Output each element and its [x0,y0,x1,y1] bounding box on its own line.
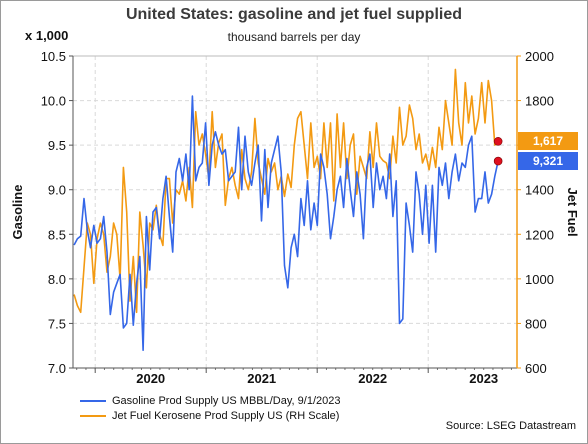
right-tick-label: 1800 [525,94,554,109]
chart-subtitle: thousand barrels per day [227,30,361,44]
right-tick-label: 1400 [525,183,554,198]
left-tick-label: 9.5 [48,138,66,153]
left-tick-label: 10.5 [41,49,66,64]
series-layer [73,68,503,351]
source-note: Source: LSEG Datastream [445,420,576,432]
chart-title: United States: gasoline and jet fuel sup… [125,6,463,23]
left-tick-label: 8.0 [48,272,66,287]
x-tick-label: 2022 [358,371,387,386]
legend: Gasoline Prod Supply US MBBL/Day, 9/1/20… [80,393,340,423]
left-tick-label: 7.0 [48,361,66,376]
left-tick-label: 10.0 [41,94,66,109]
legend-label-gasoline: Gasoline Prod Supply US MBBL/Day, 9/1/20… [112,394,341,407]
tick-labels: 7.0 7.5 8.0 8.5 9.0 9.5 10.0 10.5 600 800 1000 1200… [10,49,580,386]
right-tick-label: 600 [525,361,547,376]
left-tick-label: 8.5 [48,227,66,242]
right-tick-label: 1200 [525,227,554,242]
jet-last-point-marker [493,137,503,146]
right-axis-title: Jet Fuel [565,187,580,236]
legend-label-jet: Jet Fuel Kerosene Prod Supply US (RH Sca… [112,409,340,422]
right-tick-label: 2000 [525,49,554,64]
unit-label: x 1,000 [25,28,69,43]
legend-item-jet: Jet Fuel Kerosene Prod Supply US (RH Sca… [80,408,340,423]
left-tick-label: 9.0 [48,183,66,198]
legend-item-gasoline: Gasoline Prod Supply US MBBL/Day, 9/1/20… [80,393,340,408]
legend-swatch-jet [80,414,106,417]
right-tick-label: 1000 [525,272,554,287]
gasoline-last-point-marker [493,156,503,166]
right-tick-label: 800 [525,316,547,331]
x-tick-label: 2020 [136,371,165,386]
left-axis-title: Gasoline [10,185,25,240]
legend-swatch-gasoline [80,399,106,402]
left-tick-label: 7.5 [48,316,66,331]
axes [69,55,521,373]
gasoline-series-line [73,95,499,351]
jet-last-value-badge: 1,617 [518,132,578,151]
gasoline-last-value-badge: 9,321 [518,152,578,171]
x-tick-label: 2021 [247,371,276,386]
x-tick-label: 2023 [469,371,498,386]
